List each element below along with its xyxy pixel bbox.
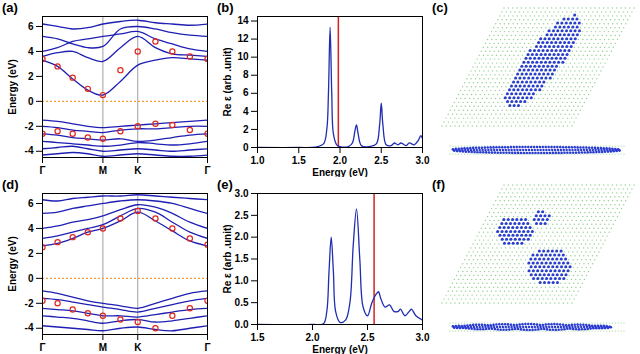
svg-text:-2: -2: [25, 121, 34, 132]
svg-text:1.0: 1.0: [251, 155, 265, 166]
svg-text:0: 0: [28, 273, 34, 284]
svg-text:M: M: [99, 165, 107, 176]
svg-text:0: 0: [243, 142, 249, 153]
svg-text:Energy (eV): Energy (eV): [7, 236, 18, 292]
svg-text:0.5: 0.5: [235, 297, 249, 308]
svg-text:3.0: 3.0: [235, 188, 249, 199]
svg-text:0.0: 0.0: [235, 319, 249, 330]
svg-text:2.0: 2.0: [306, 332, 320, 343]
html-text:(d): (d): [2, 177, 19, 192]
svg-text:Re ε (arb .unit): Re ε (arb .unit): [222, 224, 233, 293]
svg-text:6: 6: [243, 87, 249, 98]
html-text:(f): (f): [432, 177, 445, 192]
svg-text:-4: -4: [25, 145, 34, 156]
svg-text:10: 10: [237, 51, 249, 62]
html-text:(e): (e): [217, 177, 233, 192]
svg-text:1.5: 1.5: [292, 155, 306, 166]
svg-text:12: 12: [237, 33, 249, 44]
svg-text:Energy (eV): Energy (eV): [312, 344, 368, 354]
svg-text:Γ: Γ: [204, 165, 210, 176]
svg-text:K: K: [134, 165, 142, 176]
svg-text:8: 8: [243, 69, 249, 80]
svg-text:-4: -4: [25, 322, 34, 333]
svg-text:M: M: [99, 342, 107, 353]
svg-text:2: 2: [243, 124, 249, 135]
html-text:(b): (b): [217, 0, 234, 15]
svg-text:K: K: [134, 342, 142, 353]
svg-text:0: 0: [28, 96, 34, 107]
svg-text:2.5: 2.5: [361, 332, 375, 343]
svg-text:2.5: 2.5: [374, 155, 388, 166]
svg-text:1.5: 1.5: [235, 253, 249, 264]
svg-text:6: 6: [28, 21, 34, 32]
html-text:(c): (c): [432, 0, 448, 15]
svg-text:2.0: 2.0: [235, 231, 249, 242]
svg-text:Γ: Γ: [204, 342, 210, 353]
svg-text:2: 2: [28, 71, 34, 82]
svg-text:2: 2: [28, 248, 34, 259]
svg-text:Γ: Γ: [39, 342, 45, 353]
svg-text:-2: -2: [25, 298, 34, 309]
svg-text:3.0: 3.0: [416, 332, 430, 343]
svg-text:3.0: 3.0: [416, 155, 430, 166]
svg-text:1.5: 1.5: [251, 332, 265, 343]
svg-text:Γ: Γ: [39, 165, 45, 176]
svg-text:4: 4: [28, 223, 34, 234]
svg-text:1.0: 1.0: [235, 275, 249, 286]
svg-text:4: 4: [28, 46, 34, 57]
svg-text:Energy (eV): Energy (eV): [312, 167, 368, 178]
svg-text:4: 4: [243, 106, 249, 117]
svg-text:6: 6: [28, 198, 34, 209]
svg-text:Re ε (arb .unit): Re ε (arb .unit): [222, 47, 233, 116]
html-text:(a): (a): [2, 0, 18, 15]
svg-text:2.0: 2.0: [333, 155, 347, 166]
svg-text:Energy (eV): Energy (eV): [7, 59, 18, 115]
svg-text:14: 14: [237, 15, 249, 26]
svg-text:2.5: 2.5: [235, 210, 249, 221]
